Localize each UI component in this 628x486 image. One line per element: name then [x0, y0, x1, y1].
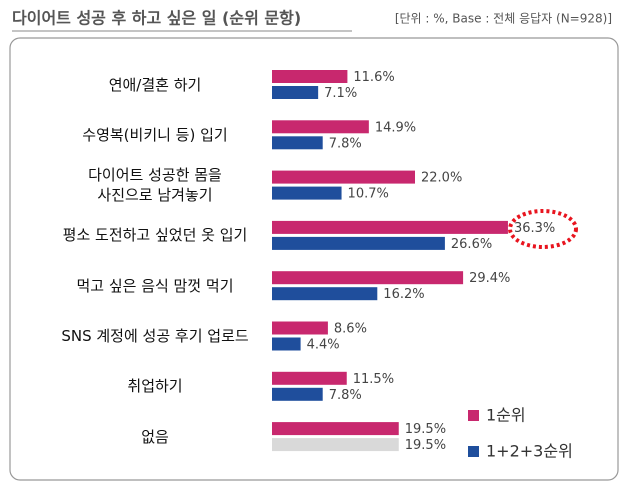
value-label: 19.5%: [405, 422, 446, 437]
bar: [272, 337, 301, 351]
value-label: 7.8%: [329, 388, 362, 403]
category-label: 평소 도전하고 싶었던 옷 입기: [62, 226, 248, 245]
value-label: 19.5%: [405, 438, 446, 453]
value-label: 7.8%: [329, 136, 362, 151]
bar: [272, 186, 342, 200]
value-label: 16.2%: [383, 287, 424, 302]
category-label: 연애/결혼 하기: [108, 75, 202, 94]
value-label: 8.6%: [334, 322, 367, 337]
category-label: 다이어트 성공한 몸을 사진으로 남겨놓기: [88, 166, 222, 205]
value-label: 7.1%: [324, 86, 357, 101]
bar: [272, 387, 323, 401]
highlight-ring: [508, 209, 578, 249]
category-label: 먹고 싶은 음식 맘껏 먹기: [76, 276, 234, 295]
bar: [272, 120, 369, 134]
value-label: 14.9%: [375, 120, 416, 135]
value-label: 22.0%: [421, 171, 462, 186]
category-label: 취업하기: [127, 377, 183, 396]
legend-label: 1+2+3순위: [486, 442, 573, 461]
bar: [272, 86, 319, 99]
value-label: 29.4%: [469, 271, 510, 286]
bar: [272, 236, 445, 250]
value-label: 11.5%: [353, 372, 394, 387]
bar: [272, 170, 415, 184]
category-label: 없음: [141, 427, 169, 446]
bar: [272, 321, 328, 335]
value-label: 10.7%: [348, 187, 389, 202]
bar: [272, 422, 399, 436]
bar: [272, 70, 348, 83]
category-label: SNS 계정에 성공 후기 업로드: [61, 327, 249, 345]
chart-title: 다이어트 성공 후 하고 싶은 일 (순위 문항): [12, 9, 301, 28]
value-label: 4.4%: [307, 338, 340, 353]
bar: [272, 287, 378, 301]
legend-swatch: [468, 410, 479, 421]
value-label: 36.3%: [514, 221, 555, 236]
category-label: 수영복(비키니 등) 입기: [82, 125, 228, 144]
value-label: 26.6%: [451, 237, 492, 252]
frame: [9, 37, 619, 481]
bar: [272, 220, 508, 234]
legend-swatch: [468, 446, 479, 457]
bar: [272, 371, 347, 385]
value-label: 11.6%: [353, 70, 394, 85]
legend-label: 1순위: [486, 406, 526, 425]
bar: [272, 136, 323, 150]
bar: [272, 271, 464, 285]
bar: [272, 438, 399, 452]
chart-subtitle: [단위 : %, Base : 전체 응답자 (N=928)]: [395, 12, 612, 26]
